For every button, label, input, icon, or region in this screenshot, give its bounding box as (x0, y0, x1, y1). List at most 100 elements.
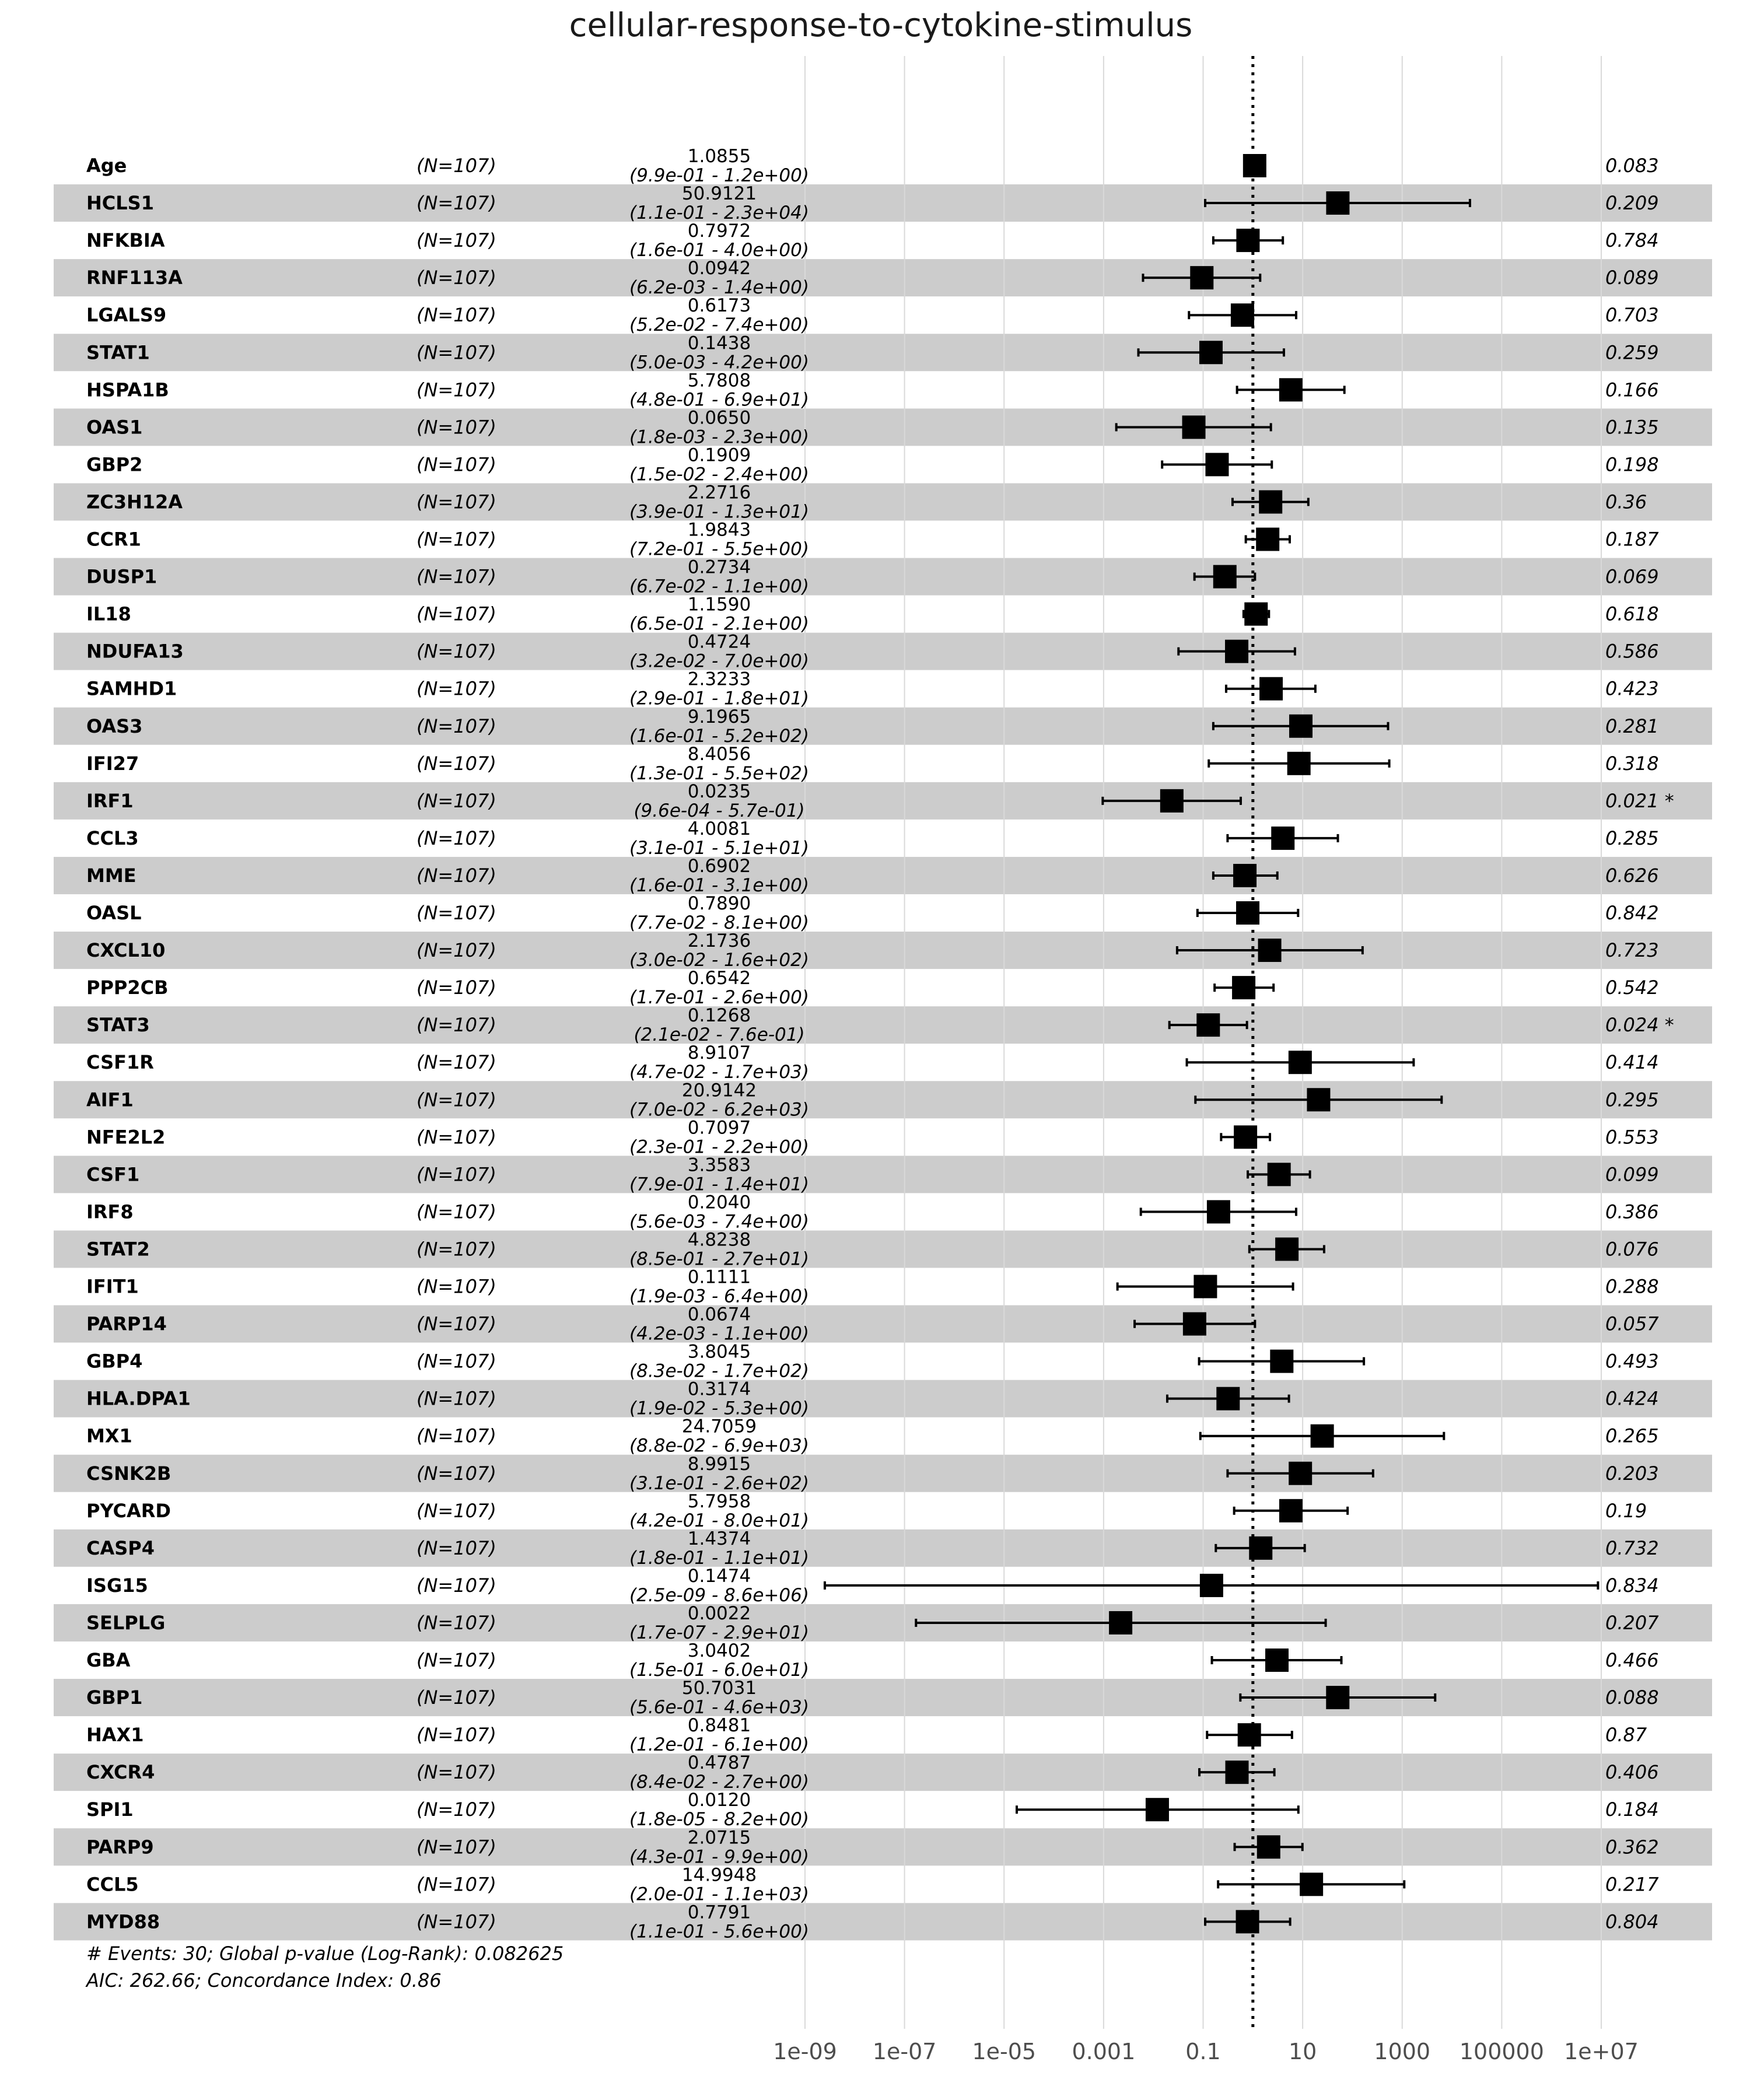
ci-label: (1.8e-05 - 8.2e+00) (629, 1809, 809, 1830)
n-label: (N=107) (416, 1163, 496, 1185)
x-tick-label: 1e-07 (873, 2039, 937, 2064)
n-label: (N=107) (416, 640, 496, 663)
ci-label: (7.0e-02 - 6.2e+03) (629, 1099, 809, 1120)
hazard-ratio-label: 24.7059 (682, 1416, 757, 1437)
hazard-ratio-label: 0.2040 (688, 1192, 751, 1213)
p-value-label: 0.217 (1605, 1873, 1659, 1895)
p-value-label: 0.784 (1605, 229, 1659, 251)
ci-label: (1.1e-01 - 2.3e+04) (629, 202, 809, 223)
forest-row: CSF1 (N=107) 3.3583(7.9e-01 - 1.4e+01) 0.09… (86, 1154, 1659, 1195)
row-stripe (54, 334, 1712, 372)
row-stripe (54, 1679, 1712, 1717)
row-stripe (54, 1604, 1712, 1642)
p-value-label: 0.586 (1605, 640, 1659, 663)
p-value-label: 0.406 (1605, 1761, 1659, 1783)
n-label: (N=107) (416, 528, 496, 551)
forest-row: IL18 (N=107) 1.1590(6.5e-01 - 2.1e+00) 0.61… (86, 594, 1659, 635)
p-value-label: 0.553 (1605, 1126, 1659, 1148)
hazard-ratio-label: 0.6542 (688, 968, 751, 989)
n-label: (N=107) (416, 1761, 496, 1783)
ci-label: (1.6e-01 - 5.2e+02) (629, 726, 809, 747)
row-stripes (54, 184, 1712, 1941)
hazard-ratio-point (1300, 1873, 1324, 1896)
variable-label: CCL5 (86, 1873, 139, 1895)
forest-row: PPP2CB (N=107) 0.6542(1.7e-01 - 2.6e+00) 0.… (86, 968, 1659, 1008)
p-value-label: 0.842 (1605, 902, 1659, 924)
variable-label: GBP4 (86, 1350, 142, 1373)
row-stripe (54, 1156, 1712, 1194)
variable-label: Age (86, 155, 127, 177)
hazard-ratio-label: 1.4374 (688, 1528, 751, 1549)
ci-label: (1.5e-01 - 6.0e+01) (629, 1660, 809, 1681)
ci-label: (8.8e-02 - 6.9e+03) (629, 1436, 809, 1457)
row-stripe (54, 782, 1712, 820)
n-label: (N=107) (416, 1200, 496, 1223)
variable-label: PYCARD (86, 1500, 171, 1522)
forest-row: CCL3 (N=107) 4.0081(3.1e-01 - 5.1e+01) 0.28… (86, 818, 1659, 859)
ci-label: (3.1e-01 - 5.1e+01) (629, 838, 809, 859)
variable-label: IFI27 (86, 752, 139, 775)
forest-row: RNF113A (N=107) 0.0942(6.2e-03 - 1.4e+00) 0… (86, 258, 1659, 298)
p-value-label: 0.076 (1605, 1238, 1659, 1260)
n-label: (N=107) (416, 1649, 496, 1671)
variable-label: MYD88 (86, 1910, 160, 1933)
hazard-ratio-label: 2.3233 (688, 669, 751, 690)
p-value-label: 0.259 (1605, 341, 1659, 363)
hazard-ratio-label: 14.9948 (682, 1864, 757, 1885)
forest-row: HAX1 (N=107) 0.8481(1.2e-01 - 6.1e+00) 0.87 (86, 1715, 1647, 1755)
forest-row: CASP4 (N=107) 1.4374(1.8e-01 - 1.1e+01) 0.7… (86, 1528, 1659, 1569)
n-label: (N=107) (416, 1537, 496, 1559)
n-label: (N=107) (416, 1500, 496, 1522)
x-tick-label: 0.1 (1185, 2039, 1220, 2064)
p-value-label: 0.732 (1605, 1537, 1659, 1559)
row-stripe (54, 1903, 1712, 1941)
variable-label: HSPA1B (86, 379, 169, 401)
ci-label: (4.7e-02 - 1.7e+03) (629, 1062, 809, 1083)
row-stripe (54, 1754, 1712, 1791)
forest-row: ISG15 (N=107) 0.1474(2.5e-09 - 8.6e+06) 0.8… (86, 1566, 1659, 1606)
forest-row: MME (N=107) 0.6902(1.6e-01 - 3.1e+00) 0.626 (86, 856, 1659, 896)
p-value-label: 0.089 (1605, 267, 1659, 289)
n-label: (N=107) (416, 939, 496, 961)
variable-label: LGALS9 (86, 304, 166, 326)
ci-label: (6.2e-03 - 1.4e+00) (629, 277, 809, 298)
ci-label: (6.7e-02 - 1.1e+00) (629, 576, 809, 597)
hazard-ratio-label: 0.0022 (688, 1603, 751, 1624)
forest-row: CCL5 (N=107) 14.9948(2.0e-01 - 1.1e+03) 0.2… (86, 1864, 1659, 1905)
ci-label: (7.7e-02 - 8.1e+00) (629, 912, 809, 933)
hazard-ratio-label: 1.9843 (688, 520, 751, 541)
forest-row: PARP9 (N=107) 2.0715(4.3e-01 - 9.9e+00) 0.3… (86, 1827, 1659, 1867)
p-value-label: 0.265 (1605, 1425, 1659, 1447)
row-stripe (54, 632, 1712, 670)
p-value-label: 0.703 (1605, 304, 1659, 326)
forest-row: PARP14 (N=107) 0.0674(4.2e-03 - 1.1e+00) 0.… (86, 1304, 1659, 1345)
variable-label: MX1 (86, 1425, 132, 1447)
n-label: (N=107) (416, 229, 496, 251)
hazard-ratio-label: 5.7958 (688, 1491, 751, 1512)
p-value-label: 0.493 (1605, 1350, 1659, 1373)
variable-label: HLA.DPA1 (86, 1388, 191, 1410)
row-stripe (54, 483, 1712, 521)
forest-row: IRF1 (N=107) 0.0235(9.6e-04 - 5.7e-01) 0.02… (86, 781, 1674, 821)
ci-label: (5.2e-02 - 7.4e+00) (629, 314, 809, 335)
hazard-ratio-label: 0.7890 (688, 893, 751, 914)
hazard-ratio-label: 0.6173 (688, 295, 751, 316)
ci-label: (1.3e-01 - 5.5e+02) (629, 763, 809, 784)
n-label: (N=107) (416, 790, 496, 812)
ci-label: (8.4e-02 - 2.7e+00) (629, 1772, 809, 1793)
n-label: (N=107) (416, 1873, 496, 1895)
forest-row: STAT2 (N=107) 4.8238(8.5e-01 - 2.7e+01) 0.0… (86, 1229, 1659, 1269)
hazard-ratio-label: 50.9121 (682, 183, 757, 204)
hazard-ratio-label: 0.7791 (688, 1902, 751, 1923)
ci-label: (9.9e-01 - 1.2e+00) (629, 165, 809, 186)
hazard-ratio-point (1289, 1461, 1312, 1485)
n-label: (N=107) (416, 1836, 496, 1858)
ci-label: (3.1e-01 - 2.6e+02) (629, 1473, 809, 1494)
variable-label: ISG15 (86, 1574, 148, 1597)
p-value-label: 0.386 (1605, 1200, 1659, 1223)
p-value-label: 0.723 (1605, 939, 1659, 961)
hazard-ratio-point (1232, 976, 1256, 1000)
forest-row: GBP1 (N=107) 50.7031(5.6e-01 - 4.6e+03) 0.0… (86, 1678, 1659, 1718)
variable-label: STAT3 (86, 1014, 150, 1036)
n-label: (N=107) (416, 453, 496, 475)
